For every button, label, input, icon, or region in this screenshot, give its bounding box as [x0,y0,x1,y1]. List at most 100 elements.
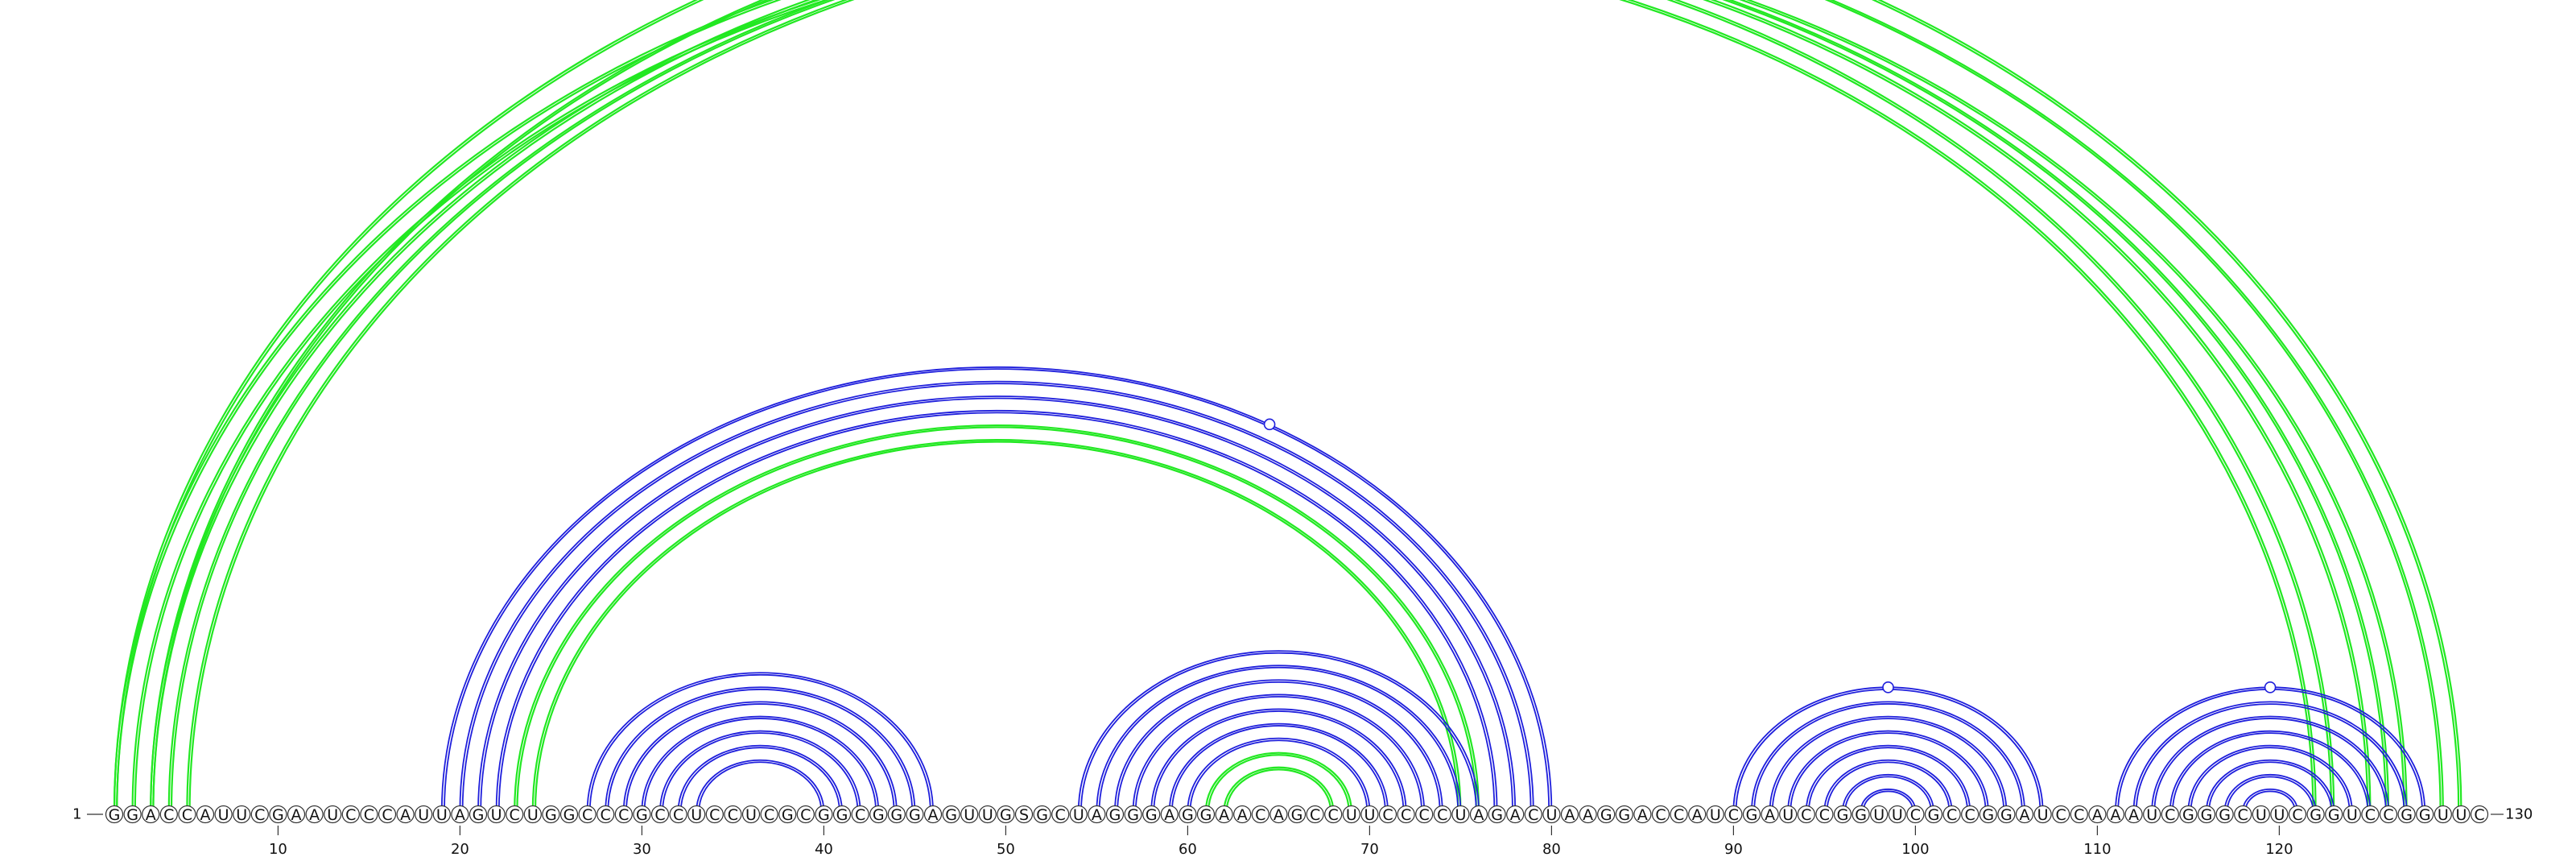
nucleotide-letter: G [1746,806,1758,824]
nucleotide-letter: G [2182,806,2194,824]
arc-stroke [1787,730,1989,812]
arc-stroke [2187,744,2353,812]
nucleotide-letter: U [964,806,975,824]
arc-stroke [1189,739,1368,812]
nucleotide-letter: U [236,806,247,824]
arc-stroke [1860,788,1917,812]
nucleotide-63: A [1233,805,1252,824]
nucleotide-circle [724,805,742,824]
tick-90: 90 [1724,826,1743,857]
nucleotide-circle [2397,805,2416,824]
nucleotide-23: C [506,805,524,824]
nucleotide-75: U [1451,805,1470,824]
nucleotide-letter: C [1419,806,1430,824]
nucleotide-circle [451,805,469,824]
nucleotide-letter: A [291,806,302,824]
nucleotide-44: G [887,805,906,824]
nucleotide-circle [1179,805,1197,824]
arc-24-75 [531,438,1462,812]
nucleotide-letter: C [182,806,192,824]
arc-stroke [1769,715,2008,812]
nucleotide-letter: G [836,806,848,824]
nucleotide-circle [1688,805,1707,824]
nucleotide-circle [1488,805,1506,824]
nucleotide-letter: G [473,806,485,824]
nucleotide-letter: U [2256,806,2267,824]
nucleotide-letter: G [909,806,921,824]
nucleotide-circle [360,805,378,824]
tick-40: 40 [815,826,833,857]
nucleotide-letter: U [1546,806,1557,824]
arc-stroke [2172,732,2369,812]
nucleotide-letter: U [2438,806,2449,824]
nucleotide-88: A [1688,805,1707,824]
nucleotide-circle [1706,805,1724,824]
nucleotide-letter: U [1073,806,1084,824]
nucleotide-letter: U [2455,806,2467,824]
arc-stroke [1080,652,1477,812]
arc-marker [1882,681,1894,693]
nucleotide-17: A [396,805,415,824]
nucleotide-circle [415,805,433,824]
arc-stroke [2226,776,2314,812]
nucleotide-letter: A [1274,806,1284,824]
nucleotide-129: U [2434,805,2452,824]
nucleotide-131: C [2470,805,2489,824]
nucleotide-111: A [2106,805,2125,824]
nucleotide-circle [1852,805,1870,824]
nucleotide-letter: A [1637,806,1648,824]
nucleotide-letter: U [1782,806,1794,824]
arc-95-102 [1823,759,1953,812]
arc-marker [2264,681,2277,693]
nucleotide-circle [233,805,251,824]
nucleotide-1: G [105,805,124,824]
arc-stroke [1808,747,1968,812]
nucleotide-letter: G [2328,806,2340,824]
nucleotide-letter: U [2037,806,2049,824]
nucleotide-circle [2434,805,2452,824]
arc-57-73 [1132,693,1426,812]
nucleotide-103: C [1961,805,1979,824]
nucleotide-circle [1397,805,1415,824]
nucleotide-29: C [614,805,633,824]
nucleotide-letter: A [1510,806,1521,824]
nucleotide-101: G [1924,805,1943,824]
arc-90-107 [1732,686,2044,812]
nucleotide-circle [705,805,724,824]
nucleotide-circle [597,805,615,824]
nucleotide-circle [687,805,706,824]
nucleotide-120: U [2270,805,2289,824]
arc-96-101 [1842,773,1934,812]
nucleotide-3: A [142,805,160,824]
nucleotide-letter: C [673,806,683,824]
nucleotide-letter: C [1328,806,1339,824]
nucleotide-76: A [1469,805,1488,824]
nucleotide-circle [1815,805,1834,824]
nucleotide-18: U [415,805,433,824]
nucleotide-letter: G [272,806,284,824]
nucleotide-116: G [2197,805,2216,824]
nucleotide-circle [469,805,488,824]
tick-label: 40 [815,841,833,857]
sequence-backbone: 1 130 [72,806,2533,823]
nucleotide-circle [1451,805,1470,824]
arc-stroke [605,686,916,812]
nucleotide-117: G [2215,805,2234,824]
nucleotide-letter: C [1674,806,1684,824]
nucleotide-83: G [1597,805,1616,824]
tick-label: 90 [1724,841,1743,857]
nucleotide-letter: G [1982,806,1994,824]
nucleotide-98: U [1870,805,1889,824]
nucleotide-letter: G [1855,806,1867,824]
arc-stroke [1096,664,1462,812]
nucleotide-43: G [869,805,888,824]
tick-label: 20 [451,841,469,857]
nucleotide-circle [178,805,196,824]
nucleotide-letter: G [2219,806,2231,824]
nucleotide-112: A [2124,805,2143,824]
arc-stroke [2223,773,2317,812]
nucleotide-letter: A [1474,806,1484,824]
nucleotide-letter: U [982,806,993,824]
nucleotide-100: C [1906,805,1925,824]
